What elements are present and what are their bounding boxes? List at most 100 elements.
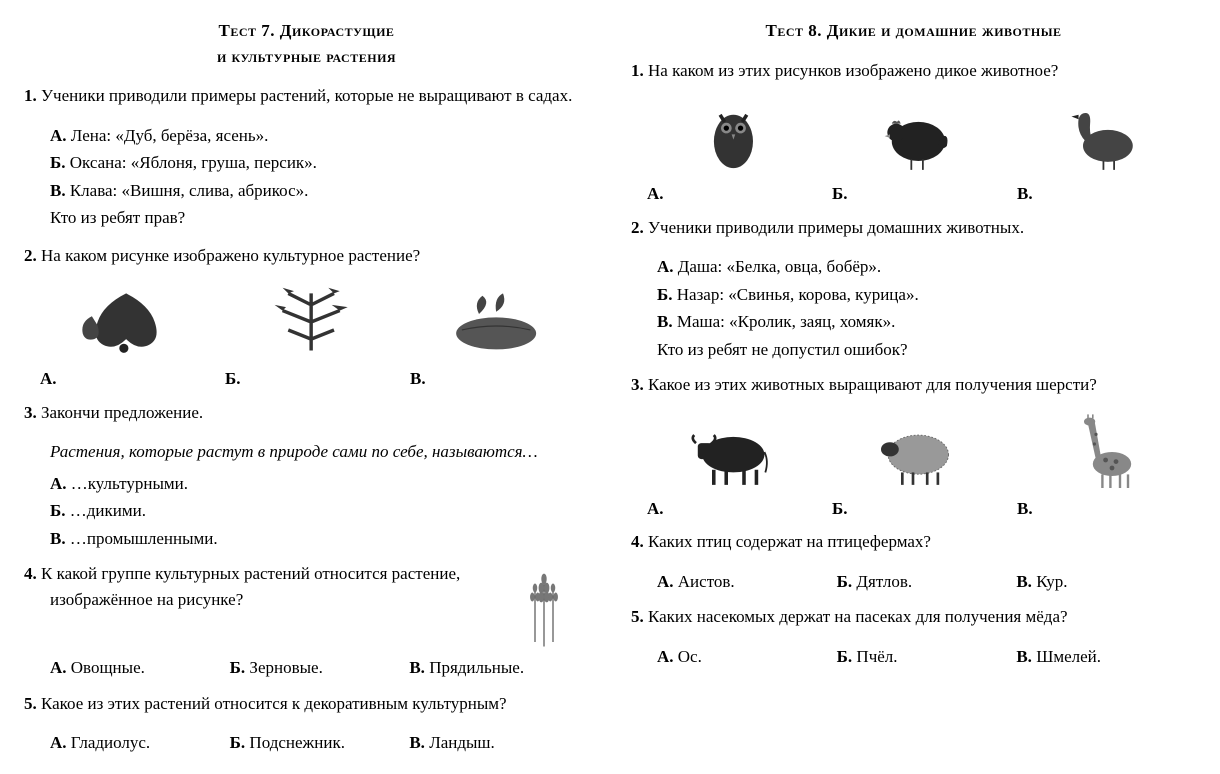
opt-label: А. (657, 647, 674, 666)
opt-text: Пчёл. (856, 647, 897, 666)
rq4-body: Каких птиц содержат на птицефермах? (648, 532, 931, 551)
rq3-imgB: Б. (826, 412, 1011, 522)
q3-optB: Б. …дикими. (50, 498, 589, 524)
opt-label: В. (657, 312, 673, 331)
opt-label: Б. (50, 153, 66, 172)
q1-optA: А. Лена: «Дуб, берёза, ясень». (50, 123, 589, 149)
q1-text: 1. Ученики приводили примеры растений, к… (24, 83, 589, 109)
q1-tail: Кто из ребят прав? (24, 205, 589, 231)
img-label: А. (647, 181, 664, 207)
opt-label: В. (1016, 572, 1032, 591)
q3: 3. Закончи предложение. Растения, которы… (24, 400, 589, 552)
rq4-num: 4. (631, 532, 644, 551)
page-two-column: Тест 7. Дикорастущие и культурные растен… (24, 18, 1196, 756)
opt-label: В. (50, 181, 66, 200)
q2-body: На каком рисунке изображено культурное р… (41, 246, 420, 265)
opt-text: Лена: «Дуб, берёза, ясень». (71, 126, 269, 145)
opt-text: Ландыш. (429, 733, 495, 752)
opt-label: А. (50, 658, 67, 677)
q3-optV: В. …промышленными. (50, 526, 589, 552)
q4-wrap: 4. К какой группе культурных растений от… (24, 561, 589, 651)
giraffe-icon (1044, 412, 1164, 492)
right-column: Тест 8. Дикие и домашние животные 1. На … (631, 18, 1196, 756)
q2-imgB: Б. (219, 282, 404, 392)
title-line1: Тест 7. Дикорастущие (24, 18, 589, 44)
owl-icon (674, 97, 794, 177)
rq5-optB: Б. Пчёл. (837, 644, 1017, 670)
img-label: В. (410, 366, 426, 392)
q1-num: 1. (24, 86, 37, 105)
rq2-optV: В. Маша: «Кролик, заяц, хомяк». (657, 309, 1196, 335)
q2-imgA: А. (34, 282, 219, 392)
q5-opts: А. Гладиолус. Б. Подснежник. В. Ландыш. (24, 730, 589, 756)
q3-num: 3. (24, 403, 37, 422)
q5: 5. Какое из этих растений относится к де… (24, 691, 589, 756)
opt-label: А. (50, 474, 67, 493)
q4-optB: Б. Зерновые. (230, 655, 410, 681)
nettle-icon (252, 282, 372, 362)
q2-imgV: В. (404, 282, 589, 392)
opt-label: Б. (50, 501, 66, 520)
opt-label: Б. (837, 647, 853, 666)
rq3: 3. Какое из этих животных выращивают для… (631, 372, 1196, 521)
opt-text: Ос. (678, 647, 702, 666)
opt-text: …дикими. (70, 501, 146, 520)
q5-body: Какое из этих растений относится к декор… (41, 694, 507, 713)
rq5-body: Каких насекомых держат на пасеках для по… (648, 607, 1068, 626)
rq5-optV: В. Шмелей. (1016, 644, 1196, 670)
rq4-optA: А. Аистов. (657, 569, 837, 595)
rq1-imgA: А. (641, 97, 826, 207)
cucumber-icon (437, 282, 557, 362)
rq3-body: Какое из этих животных выращивают для по… (648, 375, 1097, 394)
q3-optA: А. …культурными. (50, 471, 589, 497)
opt-text: Кур. (1036, 572, 1067, 591)
opt-label: А. (50, 126, 67, 145)
q4-optA: А. Овощные. (50, 655, 230, 681)
opt-text: …культурными. (71, 474, 188, 493)
opt-label: В. (409, 733, 425, 752)
rq3-num: 3. (631, 375, 644, 394)
img-label: В. (1017, 181, 1033, 207)
rq2-optA: А. Даша: «Белка, овца, бобёр». (657, 254, 1196, 280)
bull-icon (674, 412, 794, 492)
rq5-optA: А. Ос. (657, 644, 837, 670)
rq1-body: На каком из этих рисунков изображено дик… (648, 61, 1058, 80)
q4: 4. К какой группе культурных растений от… (24, 561, 589, 681)
q5-optB: Б. Подснежник. (230, 730, 410, 756)
test7-title: Тест 7. Дикорастущие и культурные растен… (24, 18, 589, 69)
rq2: 2. Ученики приводили примеры домашних жи… (631, 215, 1196, 363)
rq1-imgB: Б. (826, 97, 1011, 207)
img-label: Б. (832, 496, 848, 522)
opt-label: Б. (230, 733, 246, 752)
opt-label: А. (657, 257, 674, 276)
rq2-text: 2. Ученики приводили примеры домашних жи… (631, 215, 1196, 241)
opt-label: В. (50, 529, 66, 548)
rq4-opts: А. Аистов. Б. Дятлов. В. Кур. (631, 569, 1196, 595)
q5-num: 5. (24, 694, 37, 713)
oak-leaves-icon (67, 282, 187, 362)
opt-text: Гладиолус. (71, 733, 150, 752)
opt-text: Маша: «Кролик, заяц, хомяк». (677, 312, 896, 331)
opt-label: В. (409, 658, 425, 677)
test8-title: Тест 8. Дикие и домашние животные (631, 18, 1196, 44)
rq4: 4. Каких птиц содержат на птицефермах? А… (631, 529, 1196, 594)
img-label: А. (40, 366, 57, 392)
rq5-text: 5. Каких насекомых держат на пасеках для… (631, 604, 1196, 630)
opt-label: Б. (230, 658, 246, 677)
q3-opts: А. …культурными. Б. …дикими. В. …промышл… (24, 471, 589, 552)
opt-text: Аистов. (678, 572, 735, 591)
q1-optV: В. Клава: «Вишня, слива, абрикос». (50, 178, 589, 204)
rq3-images: А. Б. В. (631, 412, 1196, 522)
q3-italic: Растения, которые растут в природе сами … (24, 439, 589, 465)
hen-icon (859, 97, 979, 177)
goose-icon (1044, 97, 1164, 177)
q4-text: 4. К какой группе культурных растений от… (24, 561, 499, 612)
opt-label: В. (1016, 647, 1032, 666)
q1-optB: Б. Оксана: «Яблоня, груша, персик». (50, 150, 589, 176)
q4-num: 4. (24, 564, 37, 583)
q2-num: 2. (24, 246, 37, 265)
left-column: Тест 7. Дикорастущие и культурные растен… (24, 18, 589, 756)
q1: 1. Ученики приводили примеры растений, к… (24, 83, 589, 231)
rq5: 5. Каких насекомых держат на пасеках для… (631, 604, 1196, 669)
title-line2: и культурные растения (24, 44, 589, 70)
